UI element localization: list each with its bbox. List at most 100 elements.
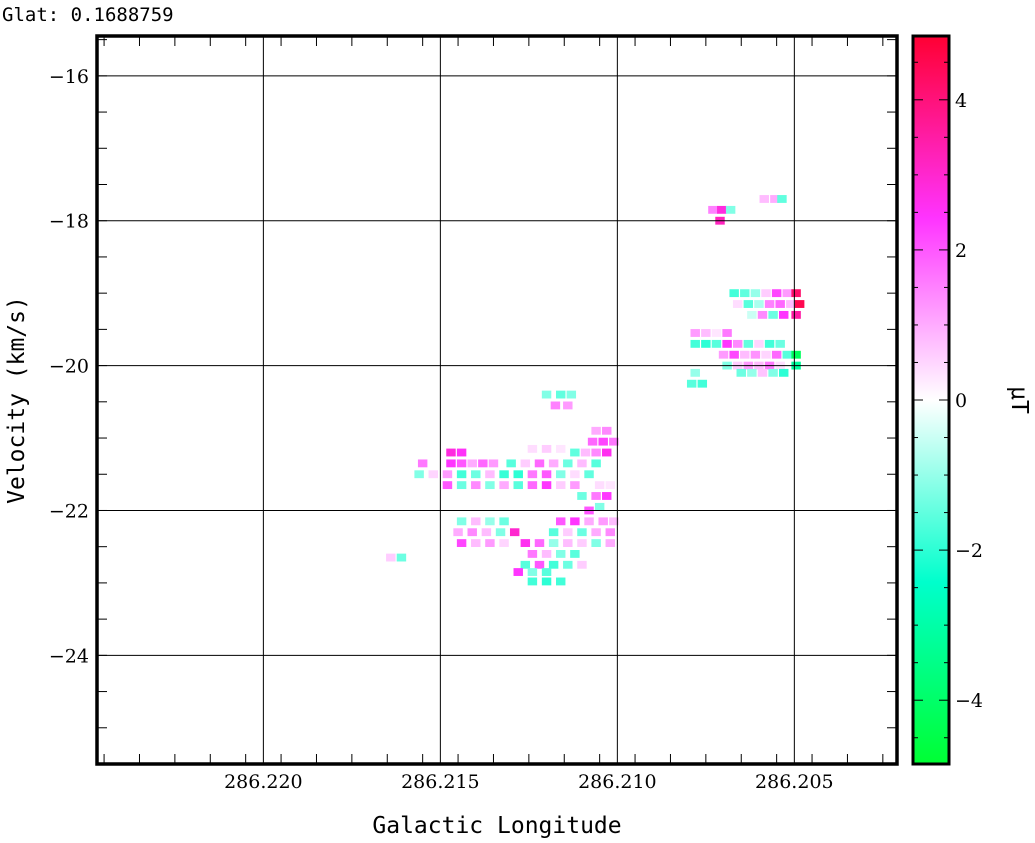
x-tick-label: 286.215 xyxy=(401,771,480,793)
heatmap-cell xyxy=(736,368,746,377)
heatmap-cell xyxy=(591,539,601,547)
heatmap-cell xyxy=(548,539,559,547)
heatmap-cell xyxy=(570,517,580,526)
colorbar-tick-label: 2 xyxy=(955,240,967,262)
plot-frame xyxy=(95,34,899,766)
heatmap-cell xyxy=(456,517,467,526)
colorbar-label: μT xyxy=(1006,386,1032,414)
heatmap-cell xyxy=(747,310,757,319)
heatmap-cell xyxy=(711,339,722,348)
heatmap-cell xyxy=(577,528,587,537)
x-axis-label: Galactic Longitude xyxy=(372,813,621,839)
heatmap-cell xyxy=(743,339,754,348)
glat-value: 0.1688759 xyxy=(70,4,174,26)
heatmap-cell xyxy=(757,368,768,377)
heatmap-cell xyxy=(768,368,778,377)
heatmap-cell xyxy=(777,195,787,203)
heatmap-cell xyxy=(782,350,792,359)
heatmap-cell xyxy=(527,470,538,479)
heatmap-cell xyxy=(591,448,601,457)
heatmap-cell xyxy=(499,517,509,526)
heatmap-cell xyxy=(550,401,561,410)
heatmap-cell xyxy=(509,528,520,537)
heatmap-cell xyxy=(456,470,467,479)
y-tick-labels: −16 −18 −20 −22 −24 xyxy=(49,66,89,668)
heatmap-cell xyxy=(602,448,612,457)
heatmap-cell xyxy=(609,517,619,526)
heatmap-cell xyxy=(527,444,538,453)
heatmap-cell xyxy=(686,379,697,388)
heatmap-cell xyxy=(527,577,538,586)
heatmap-cell xyxy=(527,481,538,490)
heatmap-cell xyxy=(570,448,580,457)
heatmap-cell xyxy=(761,289,771,298)
heatmap-cell xyxy=(488,459,499,468)
heatmap-cell xyxy=(605,528,615,537)
heatmap-cell xyxy=(555,577,566,586)
heatmap-cell xyxy=(587,437,598,446)
heatmap-cell xyxy=(467,528,477,537)
heatmap-cell xyxy=(701,339,711,348)
heatmap-cell xyxy=(481,528,492,537)
heatmap-cell xyxy=(513,470,523,479)
heatmap-cell xyxy=(598,437,608,446)
heatmap-cell xyxy=(718,350,729,359)
heatmap-cell xyxy=(555,550,566,558)
heatmap-cell xyxy=(577,492,587,500)
heatmap-cell xyxy=(690,339,700,348)
heatmap-cell xyxy=(786,300,796,308)
heatmap-cell xyxy=(729,350,739,359)
heatmap-cell xyxy=(729,289,739,298)
heatmap-cell xyxy=(566,390,577,399)
heatmap-cell xyxy=(442,470,453,479)
heatmap-cell xyxy=(740,350,750,359)
heatmap-cell xyxy=(577,539,587,547)
heatmap-cell xyxy=(527,550,538,558)
heatmap-cell xyxy=(417,459,428,468)
heatmap-cell xyxy=(506,459,516,468)
heatmap-cell xyxy=(594,502,605,511)
y-axis-label: Velocity (km/s) xyxy=(4,296,30,504)
heatmap-cell xyxy=(747,368,757,377)
heatmap-cell xyxy=(791,289,801,298)
y-tick-label: −16 xyxy=(49,66,89,88)
heatmap-cell xyxy=(591,528,601,537)
colorbar-tick-label: −4 xyxy=(955,690,983,712)
heatmap-cell xyxy=(499,539,509,547)
heatmap-cells xyxy=(386,195,805,586)
heatmap-cell xyxy=(764,300,775,308)
heatmap-cell xyxy=(771,350,782,359)
heatmap-cell xyxy=(717,205,727,214)
heatmap-cell xyxy=(770,195,780,203)
heatmap-cell xyxy=(708,205,718,214)
heatmap-cell xyxy=(563,528,573,537)
heatmap-cell xyxy=(754,300,764,308)
heatmap-cell xyxy=(555,470,566,479)
heatmap-cell xyxy=(534,539,545,547)
heatmap-cell xyxy=(548,560,559,569)
heatmap-cell xyxy=(759,195,769,203)
heatmap-cell xyxy=(605,481,615,490)
heatmap-cell xyxy=(764,339,775,348)
glat-label: Glat: xyxy=(2,4,60,26)
heatmap-cell xyxy=(602,492,612,500)
heatmap-cell xyxy=(701,329,711,337)
heatmap-cell xyxy=(428,470,439,479)
heatmap-cell xyxy=(591,459,601,468)
heatmap-cell xyxy=(485,481,495,490)
heatmap-cell xyxy=(456,481,467,490)
heatmap-cell xyxy=(563,459,573,468)
heatmap-cell xyxy=(456,459,467,468)
heatmap-cell xyxy=(485,539,495,547)
heatmap-cell xyxy=(520,560,531,569)
heatmap-cell xyxy=(768,310,778,319)
heatmap-cell xyxy=(471,539,481,547)
heatmap-cell xyxy=(513,568,523,576)
heatmap-cell xyxy=(548,528,559,537)
heatmap-cell xyxy=(754,339,764,348)
heatmap-cell xyxy=(495,528,506,537)
heatmap-cell xyxy=(779,368,789,377)
heatmap-cell xyxy=(471,517,481,526)
heatmap-cell xyxy=(609,437,619,446)
colorbar-tick-label: −2 xyxy=(955,540,983,562)
